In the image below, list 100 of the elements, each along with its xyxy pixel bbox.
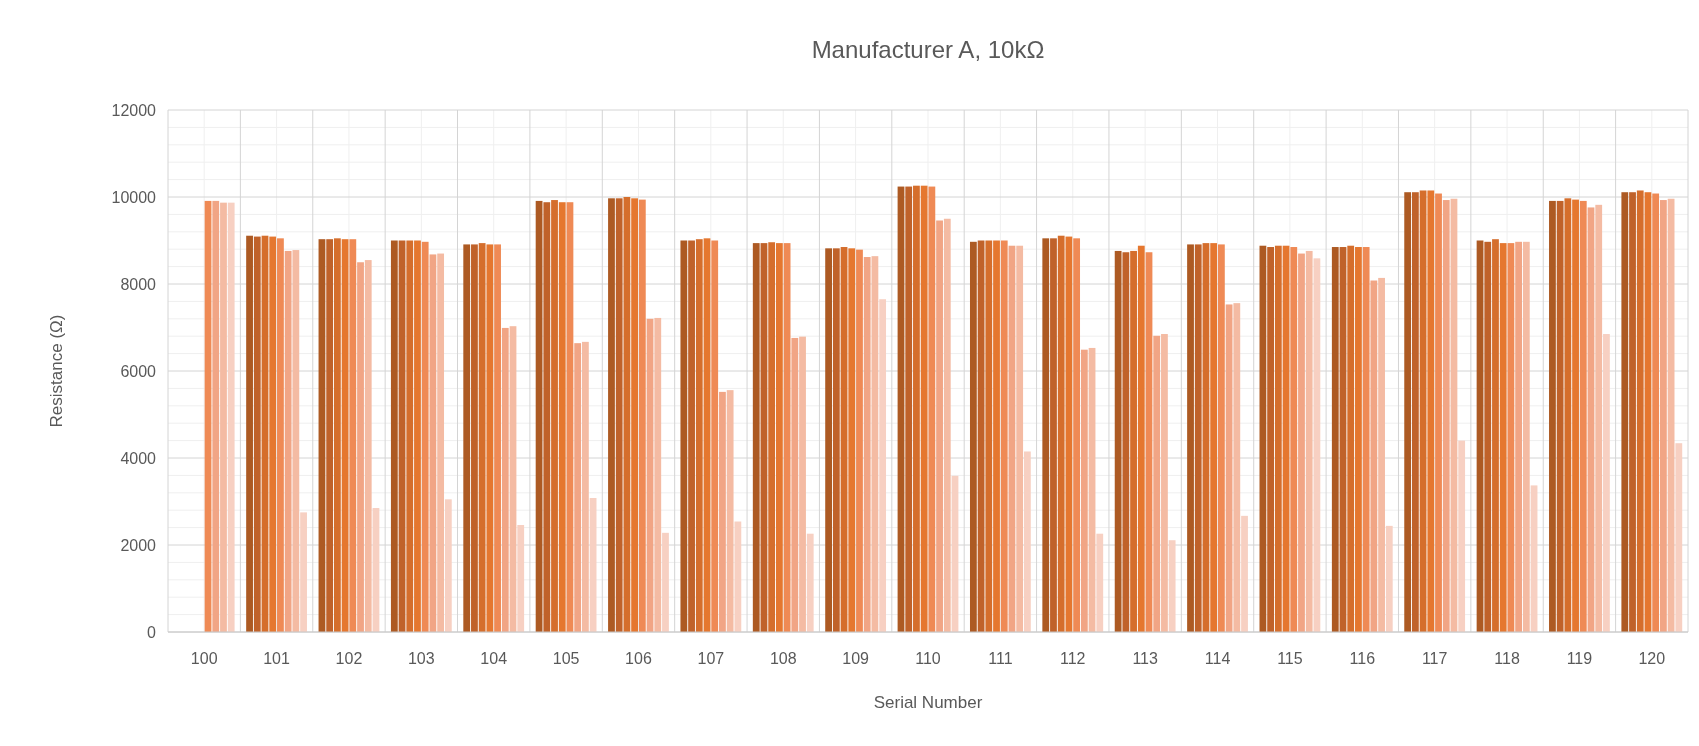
bar: [1427, 190, 1435, 632]
bar: [734, 521, 742, 632]
bar: [608, 198, 615, 632]
bar: [364, 260, 372, 632]
x-tick-label: 105: [552, 650, 580, 667]
bar: [1241, 515, 1248, 632]
x-tick-label: 111: [988, 650, 1013, 667]
bar: [848, 248, 856, 632]
x-axis-title: Serial Number: [873, 693, 983, 712]
bar: [1556, 200, 1564, 632]
bar: [444, 499, 452, 632]
bar: [856, 249, 863, 632]
x-tick-label: 108: [769, 650, 797, 667]
bar: [1080, 349, 1088, 632]
bar: [943, 218, 951, 632]
x-tick-label: 117: [1421, 650, 1448, 667]
bar: [471, 244, 478, 632]
bar: [1499, 243, 1507, 632]
bar: [269, 236, 277, 632]
x-tick-label: 109: [842, 650, 870, 667]
bar: [1057, 235, 1065, 632]
bar: [1000, 240, 1008, 632]
bar: [1137, 245, 1145, 632]
bar: [1114, 250, 1122, 632]
bar: [333, 238, 341, 632]
bar: [1629, 192, 1636, 632]
bar: [1652, 193, 1660, 632]
bar: [1435, 193, 1442, 632]
bar: [719, 391, 726, 632]
bar: [1595, 204, 1603, 632]
bar: [326, 239, 334, 632]
bar: [791, 337, 799, 632]
bar: [277, 238, 284, 632]
x-tick-label: 100: [190, 650, 218, 667]
bar: [1016, 245, 1024, 632]
bar: [638, 199, 646, 632]
bar: [726, 390, 734, 632]
bar: [284, 250, 292, 632]
bar: [1621, 192, 1629, 632]
bar: [1572, 199, 1579, 632]
bar: [863, 257, 871, 632]
bar: [486, 244, 494, 632]
bar: [478, 243, 486, 632]
bar: [1603, 334, 1610, 632]
bar: [1122, 252, 1130, 632]
bar: [1130, 250, 1137, 632]
bar: [1355, 247, 1362, 632]
bar: [905, 186, 913, 632]
bar: [406, 240, 414, 632]
bar: [349, 239, 357, 632]
bar: [928, 186, 936, 632]
bar: [985, 240, 993, 632]
bar: [517, 524, 525, 632]
x-tick-label: 113: [1132, 650, 1158, 667]
bar: [1023, 451, 1031, 632]
bar: [1442, 200, 1450, 632]
bar: [688, 240, 695, 632]
x-tick-label: 103: [407, 650, 435, 667]
bar: [1522, 241, 1530, 632]
bar: [775, 243, 783, 632]
bar: [1492, 239, 1499, 632]
bar: [969, 241, 977, 632]
bar: [1290, 247, 1298, 632]
bar: [1050, 238, 1057, 632]
bar: [574, 343, 582, 632]
bar: [825, 248, 833, 632]
bar: [1042, 238, 1050, 632]
bar: [292, 250, 300, 632]
bar: [920, 185, 928, 632]
bar: [220, 202, 227, 632]
bar: [1305, 250, 1313, 632]
bar: [631, 198, 639, 632]
bar: [253, 236, 261, 632]
bar: [357, 262, 364, 632]
bar: [1484, 241, 1492, 632]
bar: [421, 241, 429, 632]
bar: [752, 243, 760, 632]
bar: [1675, 443, 1683, 632]
bar: [1217, 244, 1225, 632]
bar: [799, 336, 806, 632]
y-tick-label: 10000: [111, 188, 157, 206]
bar: [501, 327, 509, 632]
bar: [246, 235, 253, 632]
bar: [227, 202, 235, 632]
bar: [1153, 335, 1161, 632]
bar: [1073, 238, 1081, 632]
x-tick-label: 102: [335, 650, 363, 667]
bar: [936, 220, 943, 632]
x-tick-label: 106: [625, 650, 652, 667]
y-tick-label: 12000: [111, 101, 157, 119]
bar: [1362, 247, 1370, 632]
bar: [615, 198, 623, 632]
bar: [1347, 245, 1355, 632]
bar: [463, 244, 471, 632]
bar: [1659, 200, 1667, 632]
bar: [1096, 533, 1104, 632]
bar: [1298, 253, 1305, 632]
bar: [1636, 190, 1644, 632]
bar: [1515, 241, 1523, 632]
bar: [414, 240, 421, 632]
